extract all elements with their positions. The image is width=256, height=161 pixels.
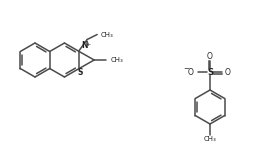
Text: O: O bbox=[188, 67, 194, 76]
Text: +: + bbox=[85, 42, 90, 47]
Text: S: S bbox=[207, 67, 213, 76]
Text: CH₃: CH₃ bbox=[110, 57, 123, 63]
Text: −: − bbox=[184, 66, 189, 71]
Text: S: S bbox=[78, 68, 83, 77]
Text: O: O bbox=[225, 67, 231, 76]
Text: O: O bbox=[207, 52, 213, 61]
Text: CH₃: CH₃ bbox=[204, 136, 216, 142]
Text: N: N bbox=[81, 41, 88, 49]
Text: CH₃: CH₃ bbox=[100, 32, 113, 38]
